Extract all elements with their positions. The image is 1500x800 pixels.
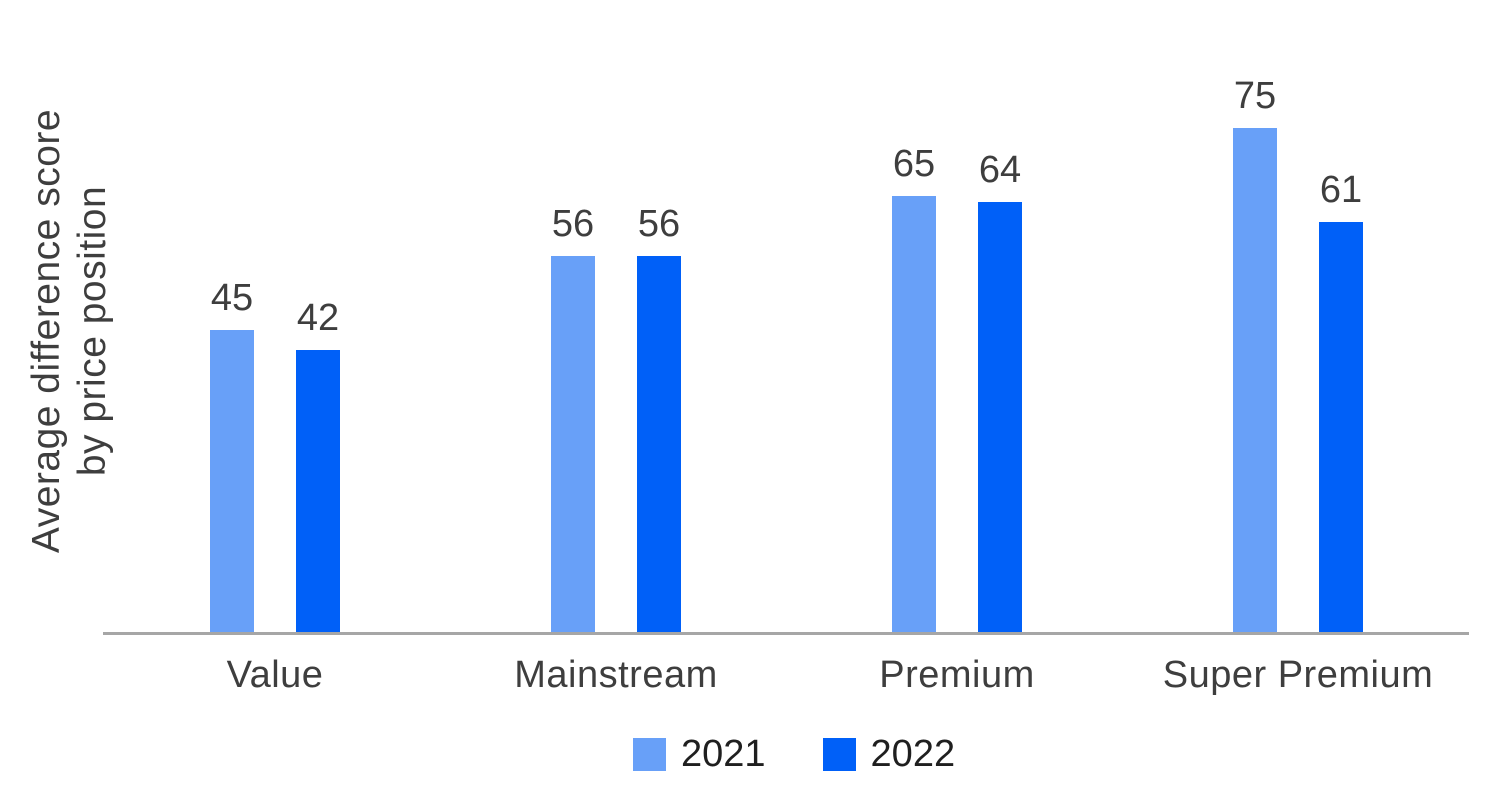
bar-2021-super-premium xyxy=(1233,128,1277,633)
legend-label-2022: 2022 xyxy=(870,733,956,775)
bar-2022-super-premium xyxy=(1319,222,1363,633)
bar-value-label: 45 xyxy=(210,277,254,319)
bar-value-label: 65 xyxy=(892,143,936,185)
bar-value-label: 75 xyxy=(1233,75,1277,117)
legend: 2021 2022 xyxy=(633,733,956,775)
bar-2021-value xyxy=(210,330,254,633)
legend-label-2021: 2021 xyxy=(681,733,766,775)
bar-value-label: 56 xyxy=(551,203,595,245)
bar-2022-premium xyxy=(978,202,1022,633)
x-axis-line xyxy=(103,632,1469,635)
bar-value-label: 56 xyxy=(637,203,681,245)
bar-2021-premium xyxy=(892,196,936,633)
category-label-value: Value xyxy=(226,654,324,696)
bar-2022-mainstream xyxy=(637,256,681,633)
legend-item-2021: 2021 xyxy=(633,733,766,775)
legend-item-2022: 2022 xyxy=(822,733,956,775)
bar-2022-value xyxy=(296,350,340,633)
bar-value-label: 61 xyxy=(1319,169,1363,211)
bar-value-label: 42 xyxy=(296,297,340,339)
legend-swatch-2021 xyxy=(633,738,666,771)
category-label-super-premium: Super Premium xyxy=(1162,654,1434,696)
legend-swatch-2022 xyxy=(822,738,856,771)
bar-value-label: 64 xyxy=(978,149,1022,191)
category-label-premium: Premium xyxy=(879,654,1035,696)
bar-2021-mainstream xyxy=(551,256,595,633)
category-label-mainstream: Mainstream xyxy=(514,654,718,696)
